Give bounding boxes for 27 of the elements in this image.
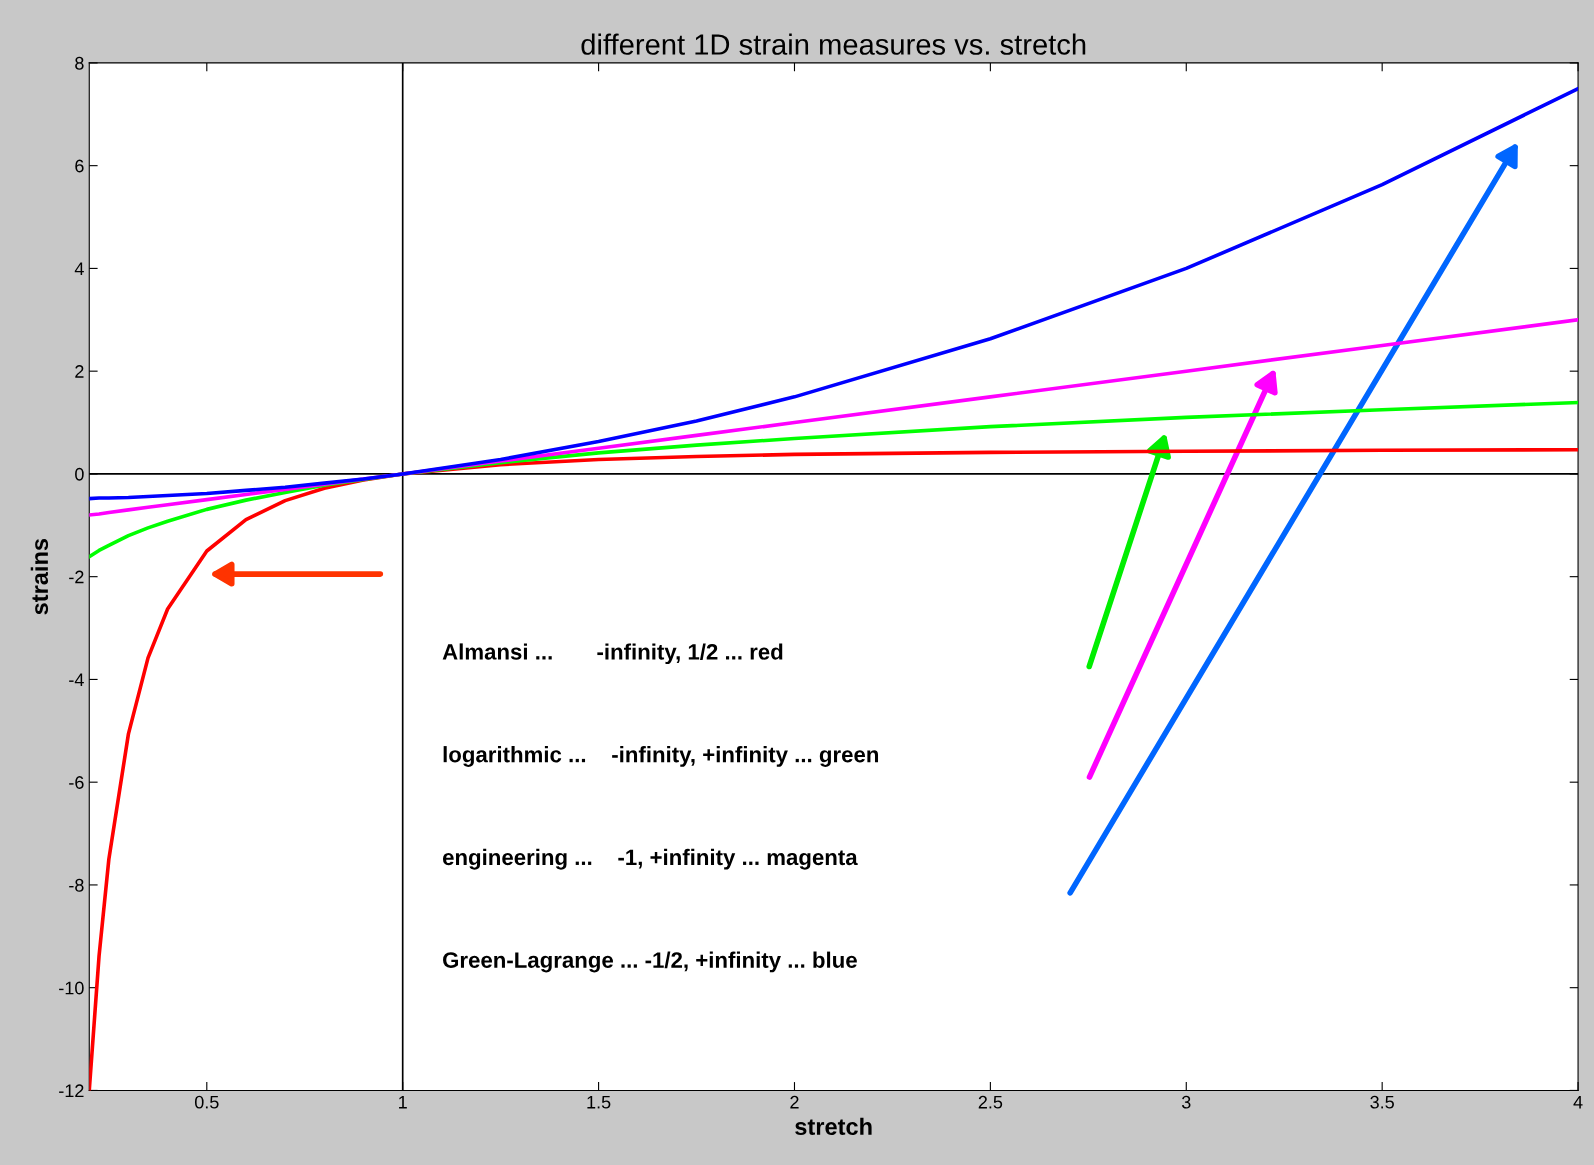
y-tick-label: -12 (59, 1084, 84, 1097)
x-tick-label: 0.5 (194, 1095, 219, 1109)
x-tick-label: 1.5 (587, 1095, 611, 1109)
x-tick-label: 3.5 (1370, 1095, 1394, 1109)
x-tick-label: 2 (790, 1095, 799, 1109)
annotation: engineering ... -1, +infinity ... magenta (442, 848, 858, 870)
annotation: Almansi ... -infinity, 1/2 ... red (442, 643, 783, 665)
y-tick-label: 6 (75, 159, 84, 173)
line-series (89, 86, 1579, 501)
y-tick-label: 8 (75, 56, 84, 70)
annotation: logarithmic ... -infinity, +infinity ... green (443, 746, 879, 767)
x-tick-label: 4 (1573, 1095, 1583, 1109)
annotation: Green-Lagrange ... -1/2, +infinity ... blue (443, 951, 857, 973)
y-tick-label: -4 (69, 673, 84, 686)
y-axis-title: strains (30, 538, 49, 615)
chart-title: different 1D strain measures vs. stretch (581, 33, 1086, 55)
y-tick-label: 0 (75, 467, 84, 481)
x-tick-label: 3 (1181, 1095, 1191, 1109)
x-tick-label: 2.5 (978, 1095, 1003, 1109)
y-tick-label: -2 (69, 570, 84, 584)
y-tick-label: -10 (59, 981, 84, 995)
x-axis-title: stretch (795, 1117, 872, 1136)
y-tick-label: 4 (74, 262, 84, 275)
y-tick-label: -8 (69, 878, 84, 892)
x-tick-label: 1 (399, 1095, 407, 1109)
y-tick-label: 2 (75, 365, 84, 378)
y-tick-label: -6 (69, 776, 84, 789)
